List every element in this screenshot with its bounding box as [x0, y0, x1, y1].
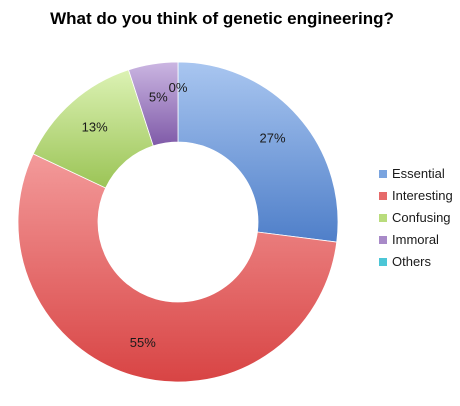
slices-group: [17, 61, 339, 383]
legend-swatch-others: [379, 258, 387, 266]
legend-swatch-confusing: [379, 214, 387, 222]
slice-interesting: [17, 153, 338, 383]
legend-swatch-essential: [379, 170, 387, 178]
legend-label-essential: Essential: [392, 166, 445, 181]
legend-label-interesting: Interesting: [392, 188, 453, 203]
slice-immoral: [128, 61, 179, 147]
data-label-essential: 27%: [259, 131, 285, 146]
data-label-confusing: 13%: [82, 120, 108, 135]
chart-title: What do you think of genetic engineering…: [50, 9, 394, 28]
slice-labels-group: 27% 55% 13% 5%0%: [82, 80, 286, 350]
legend-swatch-interesting: [379, 192, 387, 200]
data-label-immoral: 5%: [149, 90, 168, 105]
legend-label-immoral: Immoral: [392, 232, 439, 247]
data-label-interesting: 55%: [130, 335, 156, 350]
legend-swatch-immoral: [379, 236, 387, 244]
slice-essential: [177, 61, 339, 243]
legend: Essential Interesting Confusing Immoral Othe…: [379, 166, 453, 269]
legend-label-others: Others: [392, 254, 432, 269]
legend-label-confusing: Confusing: [392, 210, 451, 225]
data-label-others: 0%: [169, 80, 188, 95]
